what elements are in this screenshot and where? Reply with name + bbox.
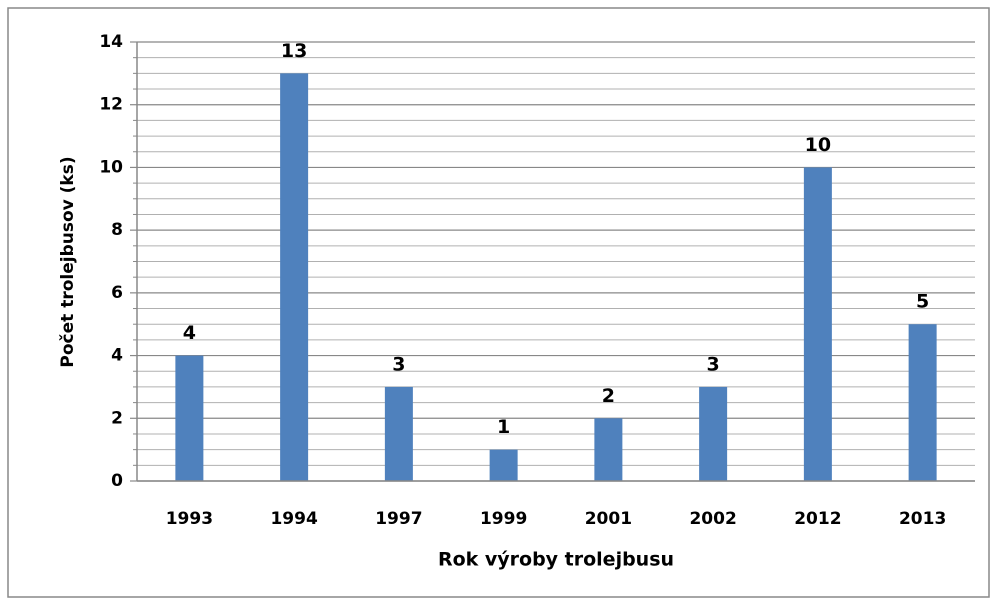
x-tick-label: 2001	[585, 509, 632, 529]
data-label: 5	[916, 291, 929, 313]
x-axis-title: Rok výroby trolejbusu	[438, 549, 674, 571]
y-tick-label: 14	[99, 32, 123, 52]
data-label: 2	[602, 385, 615, 407]
x-tick-label: 2012	[794, 509, 841, 529]
data-label: 3	[392, 353, 405, 375]
x-tick-label: 1997	[375, 509, 422, 529]
y-tick-label: 8	[111, 220, 123, 240]
x-tick-label: 1999	[480, 509, 527, 529]
data-label: 1	[497, 416, 510, 438]
y-tick-label: 2	[111, 408, 123, 428]
y-tick-label: 4	[111, 346, 123, 366]
data-label: 3	[707, 353, 720, 375]
y-tick-label: 12	[99, 95, 123, 115]
data-label: 10	[805, 134, 831, 156]
y-tick-label: 0	[111, 471, 123, 491]
y-axis-title: Počet trolejbusov (ks)	[58, 156, 78, 367]
bar	[384, 386, 413, 481]
data-label: 13	[281, 40, 307, 62]
y-tick-label: 6	[111, 283, 123, 303]
x-tick-label: 1993	[166, 509, 213, 529]
bar	[803, 167, 832, 481]
bar	[594, 418, 623, 481]
x-tick-label: 2002	[689, 509, 736, 529]
x-tick-label: 1994	[270, 509, 317, 529]
x-tick-label: 2013	[899, 509, 946, 529]
bar	[489, 449, 518, 481]
y-tick-label: 10	[99, 157, 123, 177]
bar	[280, 73, 309, 481]
data-label: 4	[183, 322, 196, 344]
bar	[699, 386, 728, 481]
bar	[175, 355, 204, 481]
bar	[908, 324, 937, 481]
